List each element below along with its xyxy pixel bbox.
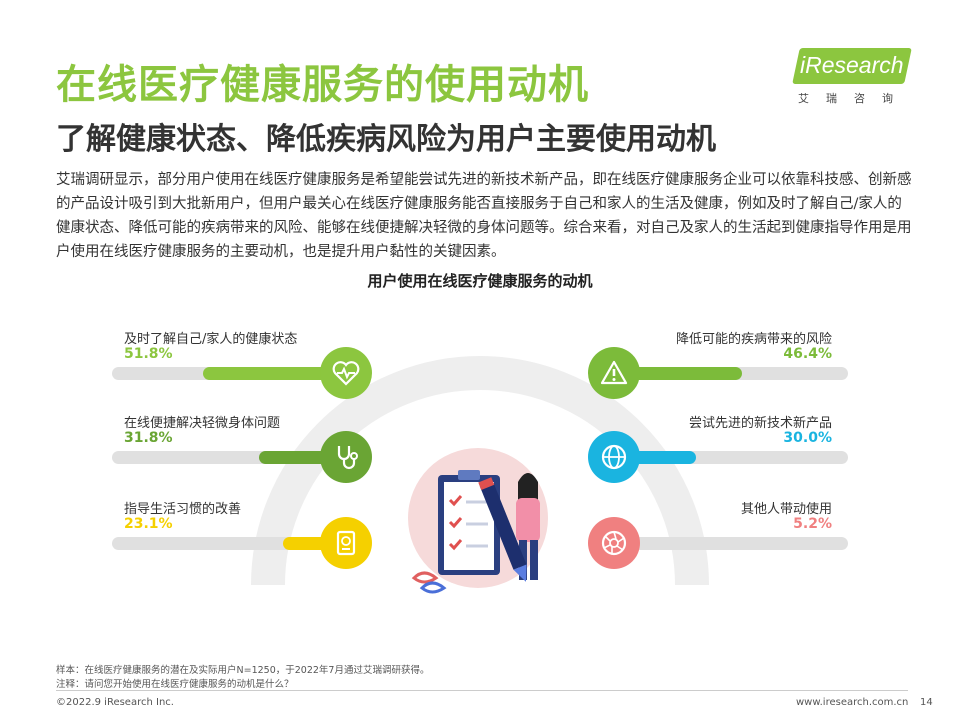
logo-cn: 艾瑞咨询 bbox=[798, 92, 910, 105]
stethoscope-icon bbox=[320, 431, 372, 483]
bar-label: 尝试先进的新技术新产品 bbox=[688, 416, 832, 431]
bar-value-label: 31.8% bbox=[124, 430, 173, 446]
bar-label: 指导生活习惯的改善 bbox=[124, 502, 242, 517]
bar-value-label: 51.8% bbox=[124, 346, 173, 362]
globe-icon bbox=[588, 431, 640, 483]
page-title: 在线医疗健康服务的使用动机 bbox=[56, 62, 589, 108]
bar-value-label: 46.4% bbox=[783, 346, 832, 362]
sample-note: 样本：在线医疗健康服务的潜在及实际用户N=1250，于2022年7月通过艾瑞调研… bbox=[56, 665, 430, 676]
bar-label: 在线便捷解决轻微身体问题 bbox=[124, 416, 281, 431]
chart-title: 用户使用在线医疗健康服务的动机 bbox=[367, 272, 593, 290]
doctor-clipboard-illustration bbox=[408, 448, 548, 594]
bar-value-label: 30.0% bbox=[783, 430, 832, 446]
heart-pulse-icon bbox=[320, 347, 372, 399]
page-subtitle: 了解健康状态、降低疾病风险为用户主要使用动机 bbox=[56, 122, 716, 157]
bar bbox=[202, 367, 348, 380]
bar-label: 及时了解自己/家人的健康状态 bbox=[124, 332, 298, 347]
bar-label: 降低可能的疾病带来的风险 bbox=[675, 332, 832, 347]
aperture-icon bbox=[588, 517, 640, 569]
logo-text: iResearch bbox=[800, 52, 904, 78]
intro-paragraph: 艾瑞调研显示，部分用户使用在线医疗健康服务是希望能尝试先进的新技术新产品，即在线… bbox=[56, 172, 912, 260]
bar bbox=[612, 367, 742, 380]
remark-note: 注释：请问您开始使用在线医疗健康服务的动机是什么？ bbox=[56, 679, 294, 690]
passport-icon bbox=[320, 517, 372, 569]
page-number: 14 bbox=[920, 697, 933, 708]
bar-label: 其他人带动使用 bbox=[740, 502, 832, 517]
bar-track bbox=[612, 537, 848, 550]
bar-value-label: 5.2% bbox=[793, 516, 832, 532]
bar-value-label: 23.1% bbox=[124, 516, 173, 532]
footer-divider bbox=[56, 690, 908, 691]
iresearch-logo: iResearch 艾瑞咨询 bbox=[790, 48, 912, 108]
footer-url[interactable]: www.iresearch.com.cn bbox=[796, 697, 909, 708]
footer-copyright: ©2022.9 iResearch Inc. bbox=[56, 697, 174, 708]
warning-icon bbox=[588, 347, 640, 399]
